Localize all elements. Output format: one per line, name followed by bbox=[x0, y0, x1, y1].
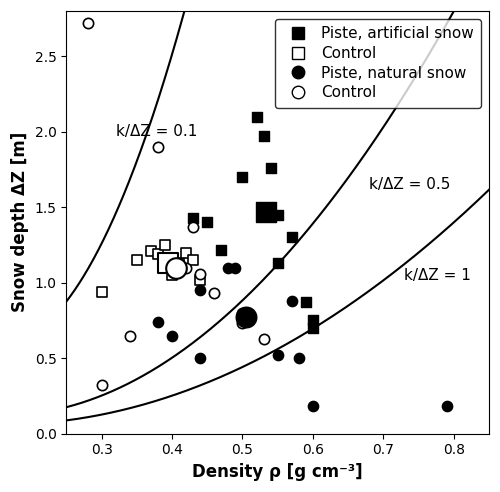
Point bbox=[172, 264, 179, 272]
Point bbox=[260, 132, 268, 140]
Point bbox=[309, 316, 317, 324]
Point bbox=[84, 19, 92, 27]
Point bbox=[168, 271, 176, 279]
Point bbox=[274, 211, 281, 219]
Point bbox=[288, 297, 296, 305]
Point bbox=[147, 247, 155, 255]
Point bbox=[154, 250, 162, 258]
Point bbox=[133, 256, 141, 264]
Point bbox=[309, 402, 317, 410]
Point bbox=[266, 164, 274, 172]
Point bbox=[161, 241, 169, 249]
Point bbox=[154, 318, 162, 326]
Point bbox=[164, 259, 172, 267]
Point bbox=[262, 208, 270, 215]
Point bbox=[232, 264, 239, 272]
Point bbox=[238, 173, 246, 181]
Point bbox=[182, 248, 190, 256]
Point bbox=[196, 270, 204, 277]
Text: k/ΔZ = 0.1: k/ΔZ = 0.1 bbox=[116, 124, 197, 139]
Point bbox=[196, 354, 204, 362]
Point bbox=[210, 289, 218, 297]
Point bbox=[175, 259, 183, 267]
Point bbox=[242, 313, 250, 321]
Point bbox=[218, 246, 226, 253]
Legend: Piste, artificial snow, Control, Piste, natural snow, Control: Piste, artificial snow, Control, Piste, … bbox=[275, 19, 481, 108]
Point bbox=[295, 354, 303, 362]
Point bbox=[196, 276, 204, 283]
Point bbox=[288, 234, 296, 242]
Point bbox=[126, 332, 134, 339]
Point bbox=[154, 143, 162, 151]
X-axis label: Density ρ [g cm⁻³]: Density ρ [g cm⁻³] bbox=[192, 463, 363, 481]
Point bbox=[175, 261, 183, 269]
Point bbox=[224, 264, 232, 272]
Point bbox=[189, 256, 197, 264]
Point bbox=[189, 223, 197, 231]
Point bbox=[98, 381, 106, 389]
Text: k/ΔZ = 0.5: k/ΔZ = 0.5 bbox=[369, 177, 450, 192]
Point bbox=[442, 402, 450, 410]
Point bbox=[168, 332, 176, 339]
Point bbox=[196, 286, 204, 294]
Point bbox=[189, 214, 197, 222]
Point bbox=[309, 324, 317, 332]
Point bbox=[274, 351, 281, 359]
Point bbox=[260, 335, 268, 342]
Point bbox=[238, 309, 246, 317]
Point bbox=[274, 259, 281, 267]
Y-axis label: Snow depth ΔZ [m]: Snow depth ΔZ [m] bbox=[11, 132, 29, 312]
Point bbox=[203, 218, 211, 226]
Point bbox=[302, 299, 310, 307]
Text: k/ΔZ = 1: k/ΔZ = 1 bbox=[404, 268, 471, 283]
Point bbox=[98, 288, 106, 296]
Point bbox=[182, 264, 190, 272]
Point bbox=[238, 319, 246, 327]
Point bbox=[252, 113, 260, 121]
